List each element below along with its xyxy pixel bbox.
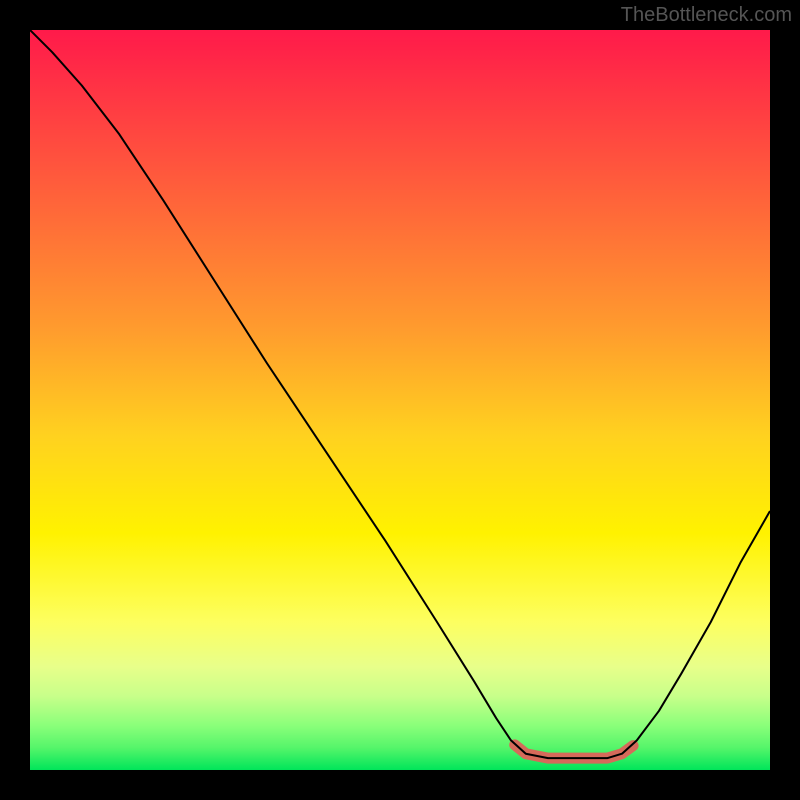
chart-plot-area	[30, 30, 770, 770]
bottleneck-curve-chart	[30, 30, 770, 770]
watermark-text: TheBottleneck.com	[621, 4, 792, 27]
chart-background	[30, 30, 770, 770]
